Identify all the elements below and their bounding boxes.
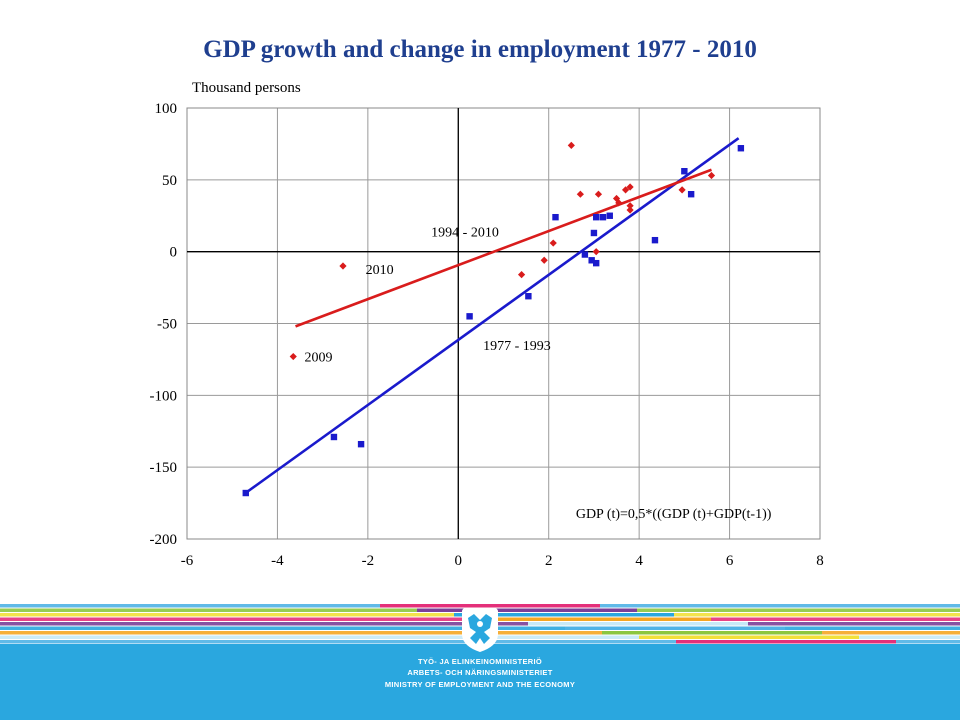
stripe-segment xyxy=(380,604,600,608)
x-tick-label: 2 xyxy=(545,553,553,569)
annotation-label: 2010 xyxy=(366,263,394,278)
data-point-diamond xyxy=(707,171,716,180)
x-tick-label: 6 xyxy=(726,553,734,569)
lion-logo-icon xyxy=(462,608,498,652)
trend-line-1977-1993 xyxy=(242,137,740,496)
trend-lines xyxy=(242,137,740,496)
x-tick-label: 0 xyxy=(455,553,463,569)
data-point-diamond xyxy=(549,239,557,247)
data-point-square xyxy=(330,433,338,441)
data-point-diamond xyxy=(592,248,600,256)
y-tick-label: 0 xyxy=(170,245,178,261)
stripe-segment xyxy=(565,626,785,630)
data-point-diamond xyxy=(626,202,634,210)
ministry-name-en: MINISTRY OF EMPLOYMENT AND THE ECONOMY xyxy=(385,680,575,689)
axes xyxy=(187,108,820,539)
x-tick-label: -6 xyxy=(181,553,194,569)
data-point-square xyxy=(599,213,607,221)
stripe-segment xyxy=(639,635,859,639)
plot-area xyxy=(186,107,821,540)
data-point-diamond xyxy=(594,190,603,198)
chart-title: GDP growth and change in employment 1977… xyxy=(203,36,757,63)
stripe-segment xyxy=(491,617,711,621)
data-point-diamond xyxy=(626,206,634,214)
data-point-square xyxy=(592,213,600,221)
y-tick-label: -200 xyxy=(150,532,178,548)
data-point-diamond xyxy=(567,141,575,149)
data-point-square xyxy=(737,145,745,152)
x-tick-label: 8 xyxy=(816,553,824,569)
x-tick-label: -4 xyxy=(271,553,284,569)
x-tick-label: 4 xyxy=(635,553,643,569)
trend-line-1994-2010 xyxy=(295,168,712,328)
data-point-diamond xyxy=(615,199,623,207)
scatter-chart: -6 -4 -2 0 2 4 6 8 100 50 0 -50 -100 -150 -200 Thousan… xyxy=(150,80,824,569)
data-point-square xyxy=(588,257,595,264)
data-point-square xyxy=(606,212,613,219)
data-point-square xyxy=(466,313,473,320)
stripe-segment xyxy=(602,631,822,635)
annotation-label: 2009 xyxy=(305,351,333,366)
stripe-segment xyxy=(417,608,637,612)
y-tick-label: 100 xyxy=(155,101,178,117)
footer-blue-band xyxy=(0,644,960,720)
ministry-name-sv: ARBETS- OCH NÄRINGSMINISTERIET xyxy=(407,668,552,677)
data-point-square xyxy=(581,251,589,258)
annotation-label: GDP (t)=0,5*((GDP (t)+GDP(t-1)) xyxy=(576,507,772,522)
grid-lines xyxy=(186,107,821,540)
data-point-square xyxy=(590,229,598,237)
data-point-diamond xyxy=(626,183,634,191)
ministry-name-fi: TYÖ- JA ELINKEINOMINISTERIÖ xyxy=(418,657,542,666)
tick-labels: -6 -4 -2 0 2 4 6 8 100 50 0 -50 -100 -150 -200 xyxy=(150,101,824,569)
annotations: 2010 2009 1994 - 2010 1977 - 1993 GDP (t)=0,… xyxy=(305,226,772,523)
data-point-diamond xyxy=(289,352,297,361)
data-point-square xyxy=(651,236,659,244)
x-tick-label: -2 xyxy=(362,553,375,569)
stripe-segment xyxy=(528,622,748,626)
y-tick-label: -150 xyxy=(150,460,178,476)
data-point-square xyxy=(687,191,695,198)
data-point-diamond xyxy=(540,256,548,264)
stripe-segment xyxy=(454,613,674,617)
data-point-diamond xyxy=(517,271,526,279)
data-point-diamond xyxy=(576,190,584,198)
data-point-square xyxy=(552,213,559,221)
data-point-diamond xyxy=(612,194,621,203)
y-tick-label: -50 xyxy=(157,317,177,333)
data-point-diamond xyxy=(678,186,686,194)
y-tick-label: -100 xyxy=(150,388,178,404)
y-axis-label: Thousand persons xyxy=(192,80,301,96)
annotation-label: 1994 - 2010 xyxy=(431,226,499,241)
data-point-square xyxy=(242,489,249,497)
data-point-square xyxy=(592,259,600,267)
annotation-label: 1977 - 1993 xyxy=(483,339,551,354)
y-tick-label: 50 xyxy=(162,173,177,189)
data-point-square xyxy=(357,440,365,448)
stripe-segment xyxy=(676,640,896,644)
data-point-square xyxy=(525,293,532,300)
footer-banner: TYÖ- JA ELINKEINOMINISTERIÖ ARBETS- OCH … xyxy=(0,604,960,720)
data-point-diamond xyxy=(339,262,347,270)
data-point-square xyxy=(681,168,688,175)
